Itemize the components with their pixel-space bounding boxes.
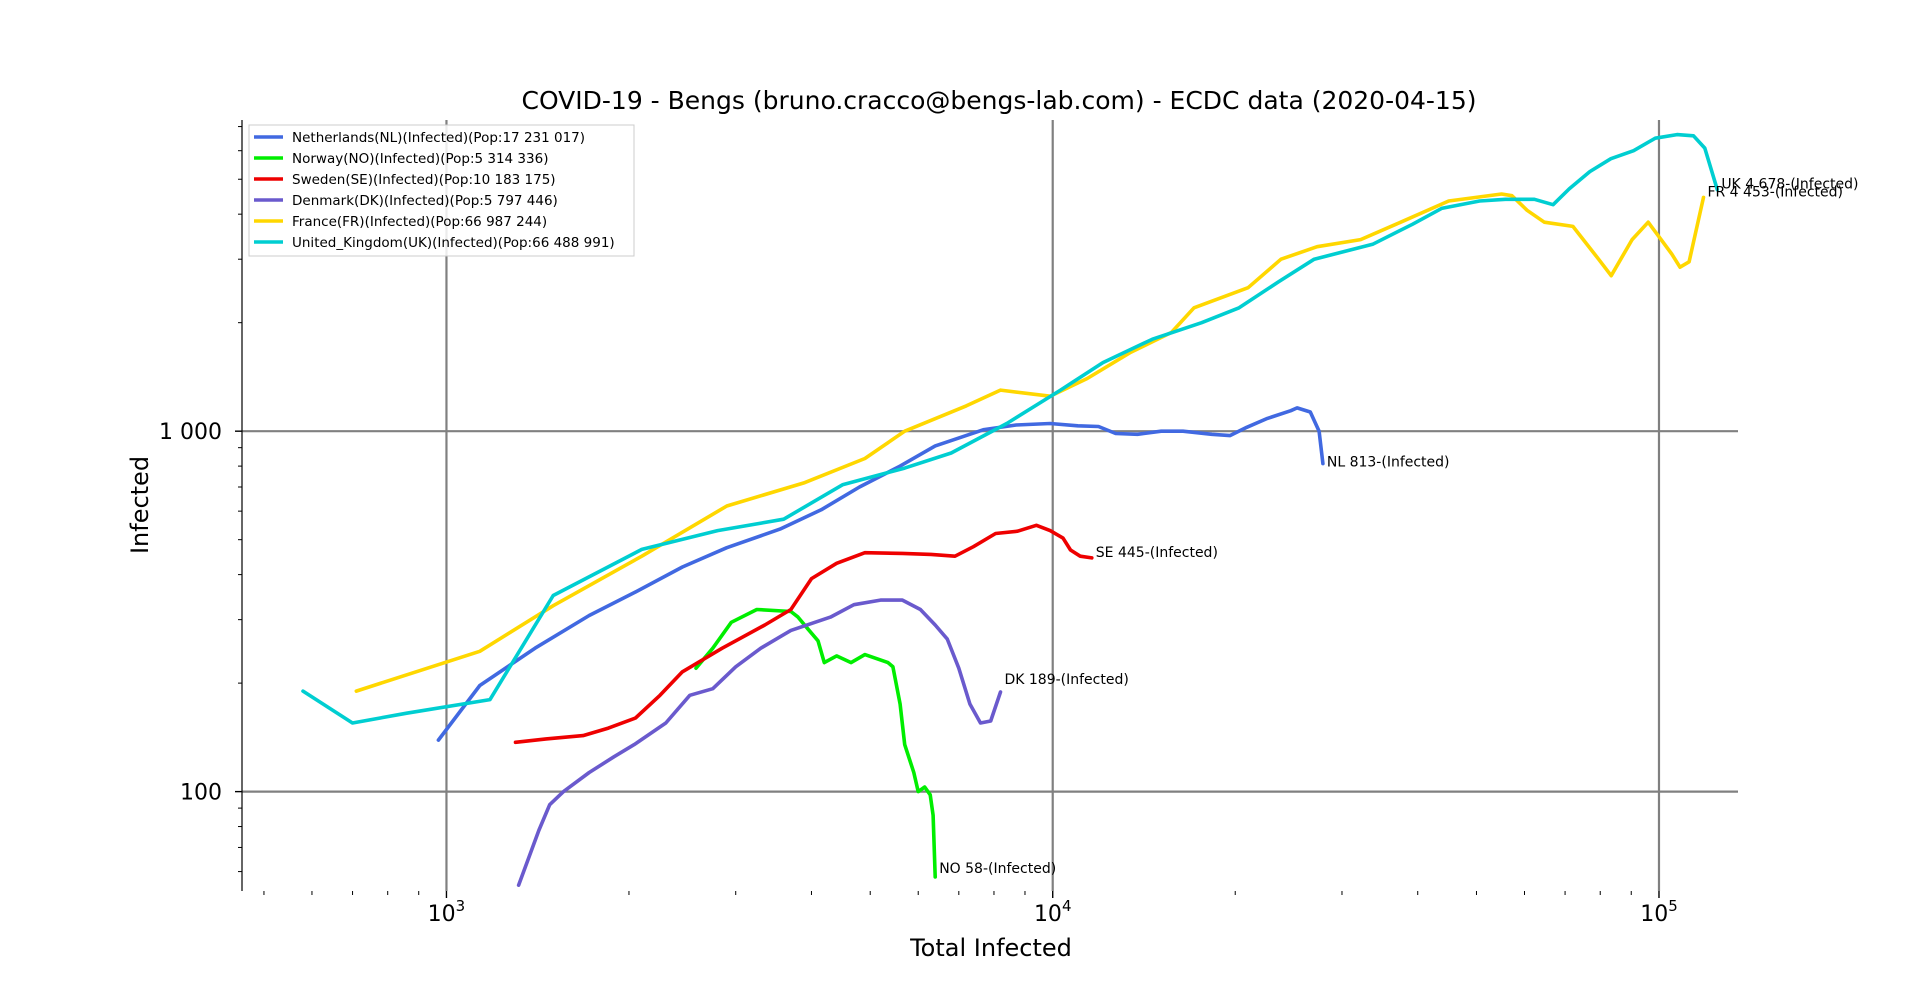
legend-label: France(FR)(Infected)(Pop:66 987 244): [292, 214, 547, 230]
series-end-label: SE 445-(Infected): [1096, 545, 1218, 561]
y-tick-labels: 100 1 000: [159, 420, 222, 805]
legend-label: Sweden(SE)(Infected)(Pop:10 183 175): [292, 172, 556, 188]
x-tick-label: 104: [1034, 897, 1072, 927]
legend-item: Denmark(DK)(Infected)(Pop:5 797 446): [254, 193, 558, 209]
legend: Netherlands(NL)(Infected)(Pop:17 231 017…: [248, 124, 635, 257]
chart-title: COVID-19 - Bengs (bruno.cracco@bengs-lab…: [521, 86, 1476, 115]
x-tick-label: 105: [1640, 897, 1678, 927]
series-end-label: NO 58-(Infected): [939, 861, 1056, 877]
legend-item: Norway(NO)(Infected)(Pop:5 314 336): [254, 151, 548, 167]
series-line: [436, 406, 1325, 742]
legend-box: [248, 124, 635, 257]
annotation-layer: NL 813-(Infected) NO 58-(Infected) SE 445-…: [939, 177, 1858, 877]
y-tick-label: 100: [180, 781, 222, 806]
legend-label: Netherlands(NL)(Infected)(Pop:17 231 017…: [292, 130, 585, 146]
legend-label: Denmark(DK)(Infected)(Pop:5 797 446): [292, 193, 558, 209]
x-tick-marks: [263, 891, 1660, 898]
series-line: [694, 607, 937, 879]
series-line: [354, 192, 1706, 693]
legend-item: United_Kingdom(UK)(Infected)(Pop:66 488 …: [254, 235, 615, 251]
legend-label: United_Kingdom(UK)(Infected)(Pop:66 488 …: [292, 235, 615, 251]
x-tick-label: 103: [428, 897, 466, 927]
series-line: [516, 598, 1003, 887]
y-axis-label: Infected: [126, 456, 154, 554]
y-tick-marks: [235, 126, 242, 873]
y-tick-label: 1 000: [159, 420, 222, 445]
x-axis-label: Total Infected: [909, 934, 1072, 962]
series-end-label: NL 813-(Infected): [1327, 455, 1450, 471]
legend-item: Netherlands(NL)(Infected)(Pop:17 231 017…: [254, 130, 585, 146]
series-layer: [301, 132, 1720, 887]
series-line: [301, 132, 1720, 725]
series-end-label: FR 4 453-(Infected): [1707, 184, 1843, 200]
legend-item: Sweden(SE)(Infected)(Pop:10 183 175): [254, 172, 556, 188]
legend-label: Norway(NO)(Infected)(Pop:5 314 336): [292, 151, 548, 167]
x-tick-labels: 103 104 105: [428, 897, 1678, 927]
series-end-label: DK 189-(Infected): [1004, 672, 1128, 688]
legend-item: France(FR)(Infected)(Pop:66 987 244): [254, 214, 547, 230]
series-end-label: UK 4 678-(Infected): [1721, 177, 1858, 193]
legend-items: Netherlands(NL)(Infected)(Pop:17 231 017…: [254, 130, 615, 251]
series-line: [513, 523, 1094, 745]
